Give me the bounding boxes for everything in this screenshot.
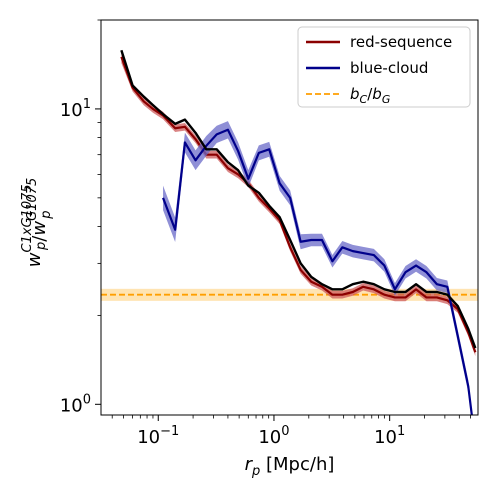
y-axis-label-slash: /: [29, 235, 50, 242]
plot-frame: [100, 19, 479, 416]
x-axis-label-units: [Mpc/h]: [260, 454, 334, 475]
plot-series-group: [101, 49, 478, 415]
y-axis-label-symbol: w: [24, 252, 45, 267]
legend-label-subscript: G: [382, 93, 391, 106]
x-axis-label: rp [Mpc/h]: [245, 454, 335, 479]
legend-label-symbol: b: [350, 85, 360, 103]
legend-label-slash: /: [367, 85, 373, 103]
y-axis-label-subscript: p: [39, 210, 54, 219]
legend-label: blue-cloud: [350, 59, 428, 77]
y-tick-label-exponent: 0: [83, 392, 91, 407]
y-axis-label-subscript: p: [34, 242, 49, 251]
x-tick-label-exponent: 0: [281, 424, 289, 439]
legend-label: red-sequence: [350, 33, 452, 51]
y-axis-label: wC1xG1075p/wG1075p: [20, 178, 54, 268]
x-tick-label-exponent: −1: [160, 424, 179, 439]
x-tick-label-exponent: 1: [397, 424, 405, 439]
x-axis-label-subscript: p: [251, 464, 260, 479]
legend-label-subscript: C: [360, 93, 368, 106]
y-axis-label-superscript: G1075: [25, 178, 40, 221]
legend-label-symbol: b: [372, 85, 382, 103]
series-line-red-sequence: [120, 56, 477, 353]
legend-box: [297, 26, 471, 108]
plot-area: [101, 49, 478, 415]
series-line-overall: [120, 49, 477, 349]
x-axis-label-symbol: r: [245, 454, 254, 475]
y-tick-label-exponent: 1: [83, 97, 91, 112]
y-axis-label-superscript: C1xG1075: [20, 184, 35, 252]
series-line-blue-cloud: [162, 128, 473, 415]
y-axis-label-symbol: w: [29, 221, 50, 236]
legend-label: bC/bG: [350, 85, 390, 106]
